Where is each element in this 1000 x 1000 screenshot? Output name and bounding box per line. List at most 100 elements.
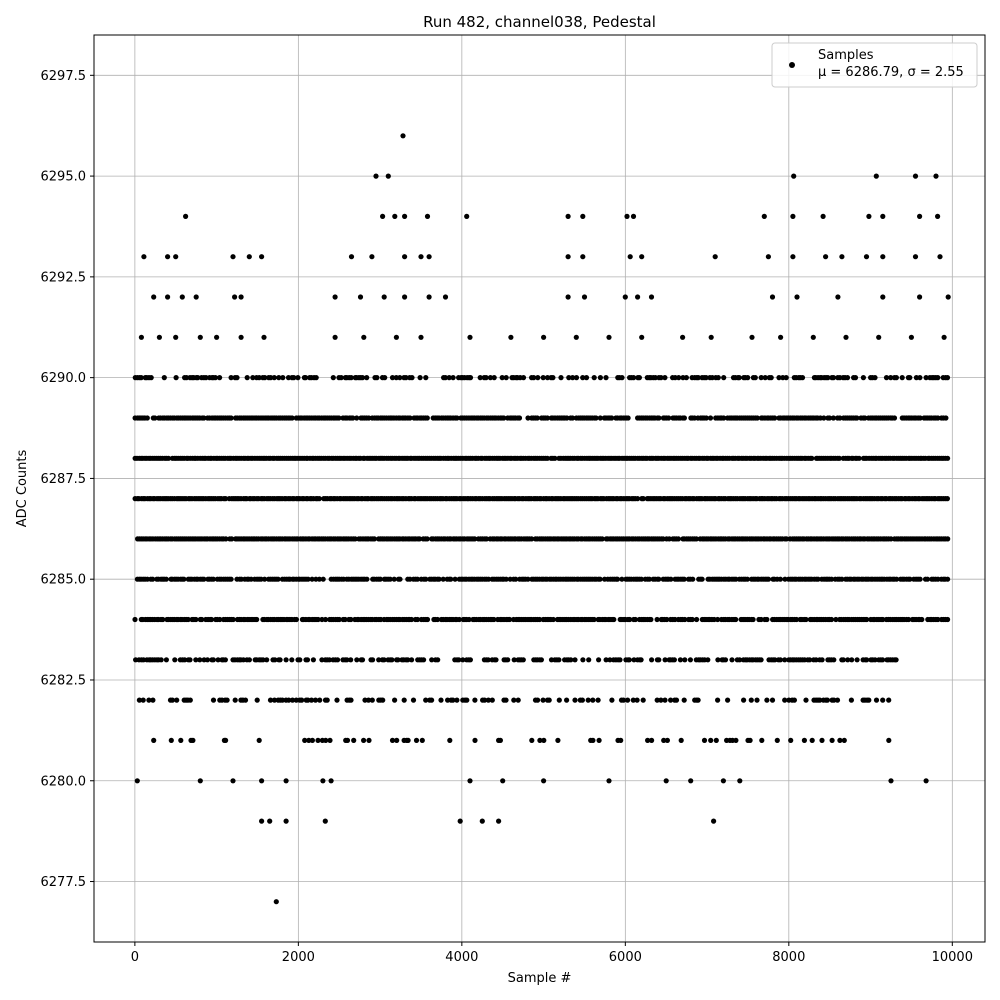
data-point [572, 657, 578, 663]
data-point [442, 375, 448, 381]
data-point [619, 576, 625, 582]
data-point [837, 737, 843, 744]
data-point [308, 697, 315, 703]
data-point [721, 375, 727, 381]
data-point [150, 697, 156, 703]
data-point [354, 657, 360, 663]
data-point [585, 697, 591, 703]
data-point [210, 697, 217, 703]
data-point [854, 415, 860, 421]
data-point [703, 375, 709, 381]
data-point [750, 616, 756, 623]
data-point [424, 536, 430, 542]
data-point [677, 657, 684, 663]
data-point [590, 737, 596, 744]
data-point [223, 737, 229, 744]
data-point [772, 415, 778, 421]
data-point [656, 657, 662, 663]
data-point [302, 737, 308, 744]
data-point [783, 375, 789, 381]
data-point [596, 657, 602, 663]
data-point [326, 657, 332, 663]
data-point [460, 657, 466, 663]
data-point [229, 536, 235, 542]
data-point [328, 778, 334, 784]
data-point [450, 375, 456, 381]
data-point [591, 375, 597, 381]
data-point [626, 657, 632, 663]
data-point [283, 657, 289, 663]
data-point [322, 616, 329, 623]
data-point [825, 375, 831, 381]
data-point [687, 657, 694, 663]
data-point [183, 213, 189, 219]
data-point [394, 737, 400, 744]
data-point [848, 697, 855, 703]
data-point [565, 294, 571, 300]
data-point [424, 415, 430, 421]
data-point [370, 657, 376, 663]
data-point [320, 778, 326, 784]
data-point [880, 697, 886, 703]
data-point [830, 415, 837, 421]
x-tick-label: 2000 [282, 950, 315, 965]
data-point [668, 697, 674, 703]
data-point [309, 737, 315, 744]
data-point [531, 375, 537, 381]
data-point [622, 294, 628, 300]
data-point [803, 616, 809, 623]
data-point [883, 375, 890, 381]
data-point [267, 697, 274, 703]
data-point [566, 375, 572, 381]
data-point [134, 778, 140, 784]
data-point [472, 737, 478, 744]
data-point [197, 334, 203, 340]
data-point [529, 737, 535, 744]
data-point [272, 657, 278, 663]
data-point [712, 254, 718, 260]
data-point [715, 375, 721, 381]
data-point [418, 334, 424, 340]
data-point [199, 616, 205, 623]
data-point [262, 375, 268, 381]
data-point [417, 375, 423, 381]
data-point [366, 737, 372, 744]
data-point [330, 375, 336, 381]
data-point [276, 375, 282, 381]
data-point [807, 657, 813, 663]
data-point [338, 375, 344, 381]
axis-ticks: 0 2000 4000 6000 8000 10000 6277.5 6280.0 6282.5… [41, 69, 973, 965]
data-point [500, 778, 506, 784]
data-point [414, 576, 421, 582]
data-point [408, 616, 415, 623]
data-point [682, 657, 688, 663]
data-point [350, 415, 356, 421]
data-point [507, 616, 513, 623]
data-point [935, 616, 941, 623]
data-point [525, 415, 531, 421]
data-point [511, 657, 517, 663]
data-point [442, 294, 449, 300]
data-point [336, 415, 342, 421]
data-point [317, 697, 323, 703]
data-point [769, 697, 776, 703]
data-point [880, 657, 886, 663]
data-point [606, 334, 612, 340]
data-point [215, 657, 221, 663]
data-point [385, 173, 391, 179]
y-tick-label: 6290.0 [41, 371, 87, 386]
y-tick-label: 6282.5 [41, 673, 87, 688]
data-point [513, 576, 519, 582]
data-point [424, 616, 431, 623]
data-point [342, 616, 348, 623]
data-point [917, 375, 923, 381]
data-point [820, 213, 826, 219]
data-point [313, 375, 319, 381]
y-tick-label: 6287.5 [41, 472, 87, 487]
data-point [654, 616, 660, 623]
data-point [776, 375, 782, 381]
data-point [501, 415, 507, 421]
data-point [558, 375, 564, 381]
chart-title: Run 482, channel038, Pedestal [423, 13, 656, 31]
